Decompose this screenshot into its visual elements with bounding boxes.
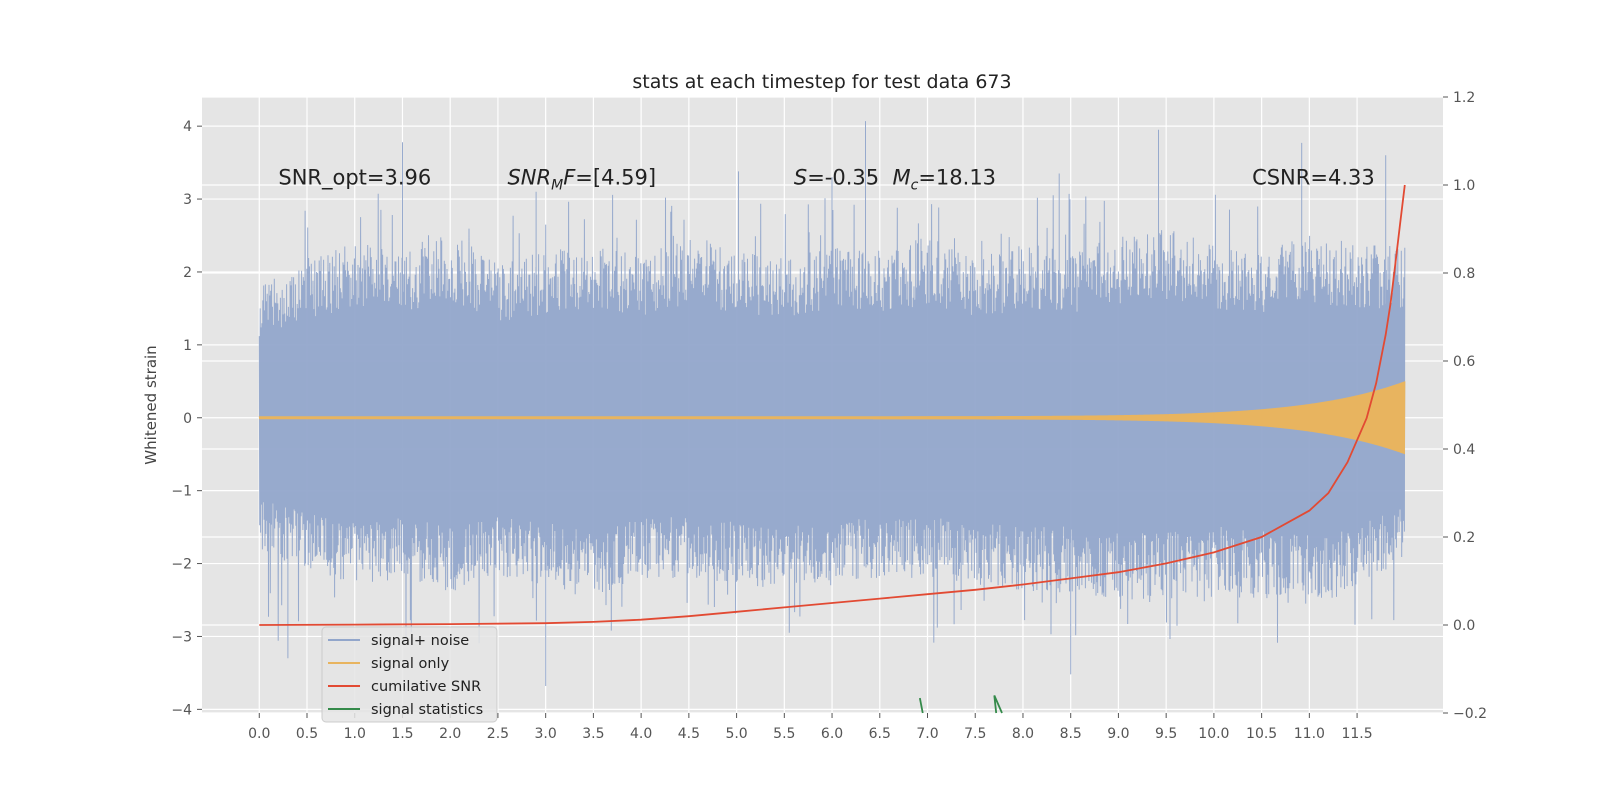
series-signal-only bbox=[258, 381, 1406, 455]
signal-statistics-line bbox=[918, 697, 924, 714]
legend-entry: cumilative SNR bbox=[371, 679, 481, 695]
x-tick-label: 6.0 bbox=[821, 726, 843, 742]
x-tick-label: 2.0 bbox=[439, 726, 461, 742]
x-tick-label: 6.5 bbox=[869, 726, 891, 742]
x-tick-label: 10.5 bbox=[1246, 726, 1277, 742]
x-tick-label: 7.0 bbox=[916, 726, 938, 742]
y2-tick-label: 0.2 bbox=[1453, 530, 1475, 546]
x-tick-label: 8.5 bbox=[1060, 726, 1082, 742]
y-axis-label: Whitened strain bbox=[142, 345, 160, 464]
annotation-csnr: CSNR=4.33 bbox=[1252, 165, 1375, 189]
signal-statistics-line bbox=[993, 695, 1003, 714]
y2-tick-label: 0.6 bbox=[1453, 354, 1475, 370]
y-tick-label: −4 bbox=[171, 702, 192, 718]
y2-tick-label: −0.2 bbox=[1453, 706, 1487, 722]
x-tick-label: 9.5 bbox=[1155, 726, 1177, 742]
y2-tick-label: 1.0 bbox=[1453, 178, 1475, 194]
annotation-snr-mf: SNRMF=[4.59] bbox=[507, 165, 656, 193]
series-cumulative-snr bbox=[259, 184, 1406, 626]
x-tick-label: 3.0 bbox=[535, 726, 557, 742]
y2-tick-label: 1.2 bbox=[1453, 90, 1475, 106]
y-tick-label: −3 bbox=[171, 629, 192, 645]
x-tick-label: 3.5 bbox=[582, 726, 604, 742]
legend-entry: signal+ noise bbox=[371, 633, 469, 649]
legend-entry: signal only bbox=[371, 656, 450, 672]
y-tick-label: 4 bbox=[183, 119, 192, 135]
y-tick-label: −2 bbox=[171, 557, 192, 573]
x-tick-label: 8.0 bbox=[1012, 726, 1034, 742]
legend-box bbox=[321, 626, 498, 723]
cumulative-snr-line bbox=[259, 184, 1406, 626]
x-tick-label: 0.0 bbox=[248, 726, 270, 742]
x-tick-label: 4.5 bbox=[678, 726, 700, 742]
x-tick-label: 10.0 bbox=[1198, 726, 1229, 742]
y-tick-label: −1 bbox=[171, 484, 192, 500]
y2-tick-label: 0.4 bbox=[1453, 442, 1475, 458]
y-tick-label: 2 bbox=[183, 265, 192, 281]
chart-title: stats at each timestep for test data 673 bbox=[632, 71, 1011, 93]
annotation-s-mc: S=-0.35 Mc=18.13 bbox=[794, 165, 996, 193]
x-tick-label: 9.0 bbox=[1107, 726, 1129, 742]
axes: 0.0 0.5 1.0 1.5 2.0 2.5 3.0 3.5 4.0 4.5 5.0 5.5 6.0 6… bbox=[171, 90, 1487, 742]
y2-tick-label: 0.8 bbox=[1453, 266, 1475, 282]
y2-tick-label: 0.0 bbox=[1453, 618, 1475, 634]
annotation-snr-opt: SNR_opt=3.96 bbox=[278, 165, 431, 190]
series-signal-statistics bbox=[918, 695, 1003, 714]
y-tick-label: 1 bbox=[183, 338, 192, 354]
x-tick-label: 7.5 bbox=[964, 726, 986, 742]
noise-line bbox=[258, 121, 1406, 686]
x-tick-label: 2.5 bbox=[487, 726, 509, 742]
annotations: SNR_opt=3.96 SNRMF=[4.59] S=-0.35 Mc=18.13… bbox=[278, 165, 1374, 193]
x-tick-label: 1.5 bbox=[391, 726, 413, 742]
legend: signal+ noise signal only cumilative SNR si… bbox=[321, 626, 498, 723]
x-tick-label: 1.0 bbox=[344, 726, 366, 742]
x-tick-label: 0.5 bbox=[296, 726, 318, 742]
y-tick-label: 3 bbox=[183, 192, 192, 208]
y-tick-label: 0 bbox=[183, 411, 192, 427]
legend-entry: signal statistics bbox=[371, 702, 483, 718]
x-tick-label: 11.5 bbox=[1341, 726, 1372, 742]
x-tick-label: 4.0 bbox=[630, 726, 652, 742]
series-signal-noise bbox=[258, 121, 1406, 686]
x-tick-label: 5.0 bbox=[725, 726, 747, 742]
x-tick-label: 5.5 bbox=[773, 726, 795, 742]
x-tick-label: 11.0 bbox=[1294, 726, 1325, 742]
signal-only-line bbox=[258, 381, 1406, 455]
